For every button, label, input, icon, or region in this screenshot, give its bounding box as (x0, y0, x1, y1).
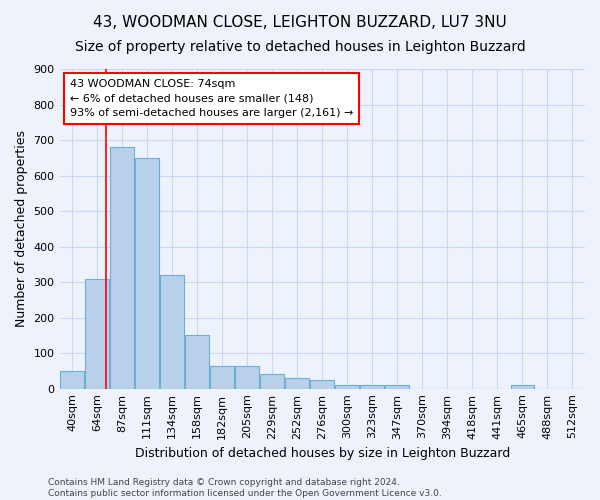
Bar (286, 378, 309, 388)
Bar (260, 374, 284, 388)
Y-axis label: Number of detached properties: Number of detached properties (15, 130, 28, 328)
Bar (310, 380, 334, 388)
Bar (110, 147, 134, 388)
Text: 43, WOODMAN CLOSE, LEIGHTON BUZZARD, LU7 3NU: 43, WOODMAN CLOSE, LEIGHTON BUZZARD, LU7… (93, 15, 507, 30)
Bar (511, 385, 535, 388)
Bar (385, 385, 409, 388)
Bar (60, 371, 84, 388)
Bar (185, 336, 209, 388)
Bar (210, 366, 234, 388)
X-axis label: Distribution of detached houses by size in Leighton Buzzard: Distribution of detached houses by size … (134, 447, 510, 460)
Bar (135, 158, 159, 388)
Text: 43 WOODMAN CLOSE: 74sqm
← 6% of detached houses are smaller (148)
93% of semi-de: 43 WOODMAN CLOSE: 74sqm ← 6% of detached… (70, 78, 353, 118)
Bar (361, 385, 384, 388)
Text: Contains HM Land Registry data © Crown copyright and database right 2024.
Contai: Contains HM Land Registry data © Crown c… (48, 478, 442, 498)
Bar (85, 278, 109, 388)
Bar (335, 385, 359, 388)
Text: Size of property relative to detached houses in Leighton Buzzard: Size of property relative to detached ho… (74, 40, 526, 54)
Bar (235, 366, 259, 388)
Bar (160, 275, 184, 388)
